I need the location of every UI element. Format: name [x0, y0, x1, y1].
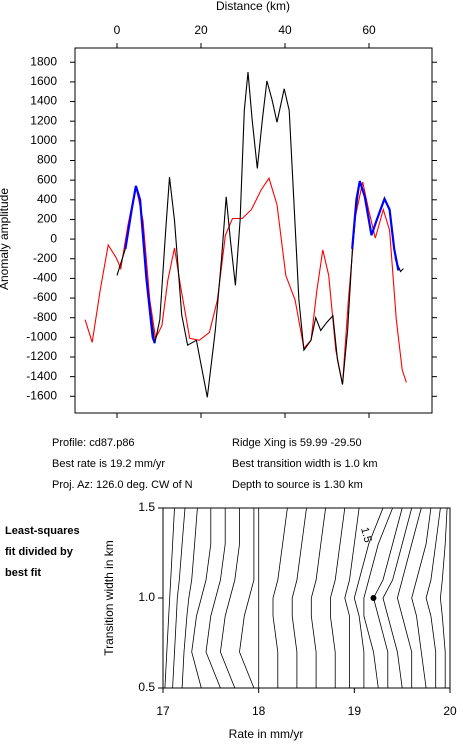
- y-tick-label: 200: [37, 212, 57, 226]
- annotation: Depth to source is 1.30 km: [232, 479, 363, 491]
- side-note: fit divided by: [5, 546, 74, 558]
- y-tick-label: 400: [37, 192, 57, 206]
- contour-line: [353, 507, 384, 688]
- y-tick-label: -1200: [26, 349, 57, 363]
- annotation: Ridge Xing is 59.99 -29.50: [232, 437, 362, 449]
- contour-line: [310, 507, 326, 688]
- x-axis-label: Rate in mm/yr: [229, 727, 304, 741]
- contour-line: [439, 507, 448, 688]
- annotation: Best rate is 19.2 mm/yr: [52, 458, 165, 470]
- contour-line: [411, 507, 432, 689]
- x-axis-label: Distance (km): [216, 0, 290, 13]
- y-tick-label: -1400: [26, 369, 57, 383]
- y-axis-label: Anomaly amplitude: [0, 188, 11, 290]
- contour-line: [344, 507, 360, 688]
- x-tick-label: 20: [194, 23, 208, 37]
- x-tick-label: 20: [443, 704, 457, 718]
- x-tick-label: 18: [252, 704, 266, 718]
- contour-line: [363, 507, 393, 689]
- y-tick-label: 0.5: [138, 680, 155, 694]
- contour-line: [373, 507, 403, 688]
- y-tick-label: 1600: [30, 74, 57, 88]
- contour-line: [181, 507, 198, 689]
- y-tick-label: -800: [33, 310, 57, 324]
- y-tick-label: -1000: [26, 330, 57, 344]
- contour-line: [382, 507, 413, 689]
- annotation: Profile: cd87.p86: [52, 437, 135, 449]
- plot-frame: [162, 507, 451, 689]
- y-tick-label: 1.0: [138, 590, 155, 604]
- data-line: [116, 72, 404, 398]
- x-tick-label: 19: [348, 704, 362, 718]
- y-tick-label: 600: [37, 172, 57, 186]
- contour-line: [205, 508, 226, 689]
- x-tick-label: 40: [278, 23, 292, 37]
- x-tick-label: 17: [156, 704, 170, 718]
- contour-line: [272, 507, 288, 688]
- data-line: [124, 180, 400, 344]
- contour-line: [191, 508, 212, 689]
- contour-label: 1.5: [358, 526, 374, 544]
- y-tick-label: -400: [33, 271, 57, 285]
- contour-line: [164, 507, 175, 689]
- contour-line: [396, 507, 422, 688]
- contour-line: [330, 507, 346, 688]
- contour-line: [239, 508, 255, 689]
- y-tick-label: 1.5: [138, 500, 155, 514]
- annotation: Proj. Az: 126.0 deg. CW of N: [52, 479, 193, 491]
- contour-line: [291, 507, 307, 688]
- annotation: Best transition width is 1.0 km: [232, 458, 378, 470]
- y-tick-label: 1400: [30, 94, 57, 108]
- x-tick-label: 0: [114, 23, 121, 37]
- y-tick-label: 1800: [30, 54, 57, 68]
- y-tick-label: 1200: [30, 113, 57, 127]
- y-tick-label: -1600: [26, 388, 57, 402]
- contour-line: [172, 507, 186, 689]
- y-tick-label: 800: [37, 153, 57, 167]
- y-tick-label: 1000: [30, 133, 57, 147]
- y-tick-label: -200: [33, 251, 57, 265]
- side-note: best fit: [5, 567, 41, 579]
- y-axis-label: Transition width in km: [102, 540, 116, 656]
- contour-line: [219, 508, 240, 689]
- data-line: [84, 176, 407, 385]
- contour-line: [425, 507, 441, 688]
- x-tick-label: 60: [362, 23, 376, 37]
- plot-frame: [74, 47, 433, 414]
- y-tick-label: -600: [33, 290, 57, 304]
- best-fit-point: [370, 595, 377, 601]
- side-note: Least-squares: [5, 525, 80, 537]
- y-tick-label: 0: [50, 231, 57, 245]
